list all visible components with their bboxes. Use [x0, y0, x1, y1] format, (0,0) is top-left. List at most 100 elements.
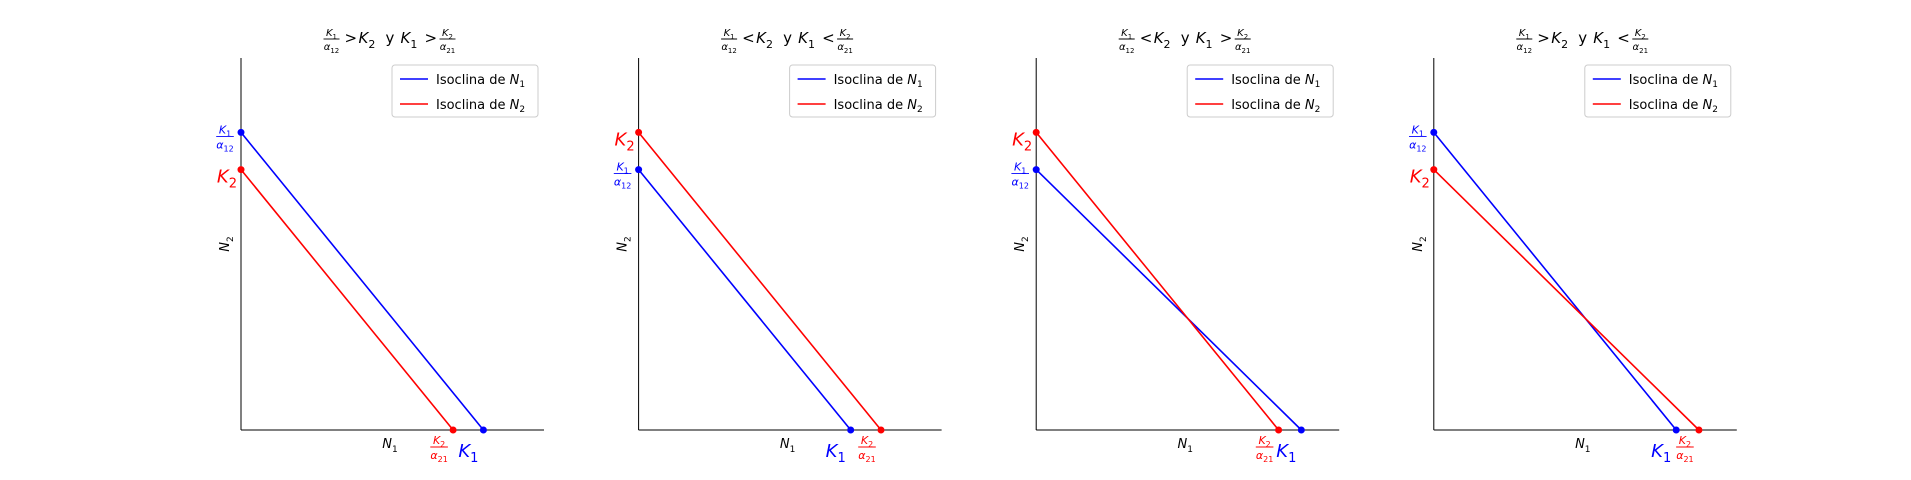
y-annotation-1-numerator-sub: 1 — [1419, 129, 1424, 138]
title-symbol-1-base: K — [359, 29, 370, 47]
x-annotation-2-sub: 1 — [470, 451, 478, 466]
title-fraction-2-denominator: α21 — [1633, 42, 1649, 55]
title-fraction-1-denominator-sub: 12 — [1523, 47, 1532, 55]
y-annotation-2-numerator-base: K — [1014, 161, 1022, 174]
y-annotation-1-sub: 2 — [1024, 139, 1032, 154]
x-axis-label-sub: 1 — [392, 445, 398, 455]
y-annotation-1-base: K — [615, 129, 628, 150]
x-annotation-1-denominator-base: α — [430, 449, 438, 462]
y-annotation-1-denominator: α12 — [1409, 138, 1426, 153]
x-annotation-2-denominator-base: α — [858, 449, 866, 462]
x-annotation-1-numerator: K2 — [1258, 434, 1270, 449]
title-fraction-2-denominator-sub: 21 — [844, 47, 853, 55]
x-annotation-2-denominator-base: α — [1676, 449, 1684, 462]
title-symbol-2-base: K — [798, 29, 809, 47]
x-annotation-2-denominator-sub: 21 — [866, 455, 876, 464]
x-annotation-2-denominator-sub: 21 — [1683, 455, 1693, 464]
title-fraction-1-numerator: K1 — [326, 28, 337, 41]
title-fraction-1-denominator-sub: 12 — [330, 47, 339, 55]
series-1-line — [637, 169, 852, 431]
x-axis-label: N1 — [382, 437, 397, 455]
x-annotation-2-numerator-sub: 2 — [868, 440, 873, 449]
x-annotation-1: K1 — [1651, 441, 1671, 466]
title-fraction-1-numerator-sub: 1 — [1128, 33, 1132, 41]
title-fraction-2-numerator-sub: 2 — [1244, 33, 1248, 41]
title-fraction-1-denominator: α12 — [1517, 42, 1533, 55]
series-2-point-y-intercept — [237, 166, 245, 174]
y-annotation-2-denominator-sub: 12 — [1019, 182, 1029, 191]
title-symbol-2-sub: 1 — [1603, 38, 1610, 51]
legend-box — [391, 64, 539, 118]
x-annotation-2: K1 — [1276, 441, 1296, 466]
title-fraction-1-numerator-sub: 1 — [333, 33, 337, 41]
legend-label-symbol: N — [1702, 73, 1712, 88]
x-annotation-1-numerator-sub: 2 — [1266, 440, 1271, 449]
title-symbol-2: K1 — [1196, 29, 1213, 51]
y-annotation-1-denominator-base: α — [216, 138, 224, 151]
series-2-point-x-intercept — [1275, 426, 1283, 434]
x-axis-label-base: N — [1177, 437, 1187, 452]
title-fraction-1-numerator: K1 — [1121, 28, 1132, 41]
title-operator-2: < — [822, 29, 835, 47]
title-fraction-2-numerator: K2 — [442, 28, 453, 41]
series-2-point-y-intercept — [635, 128, 643, 136]
y-annotation-2-sub: 2 — [229, 177, 237, 192]
title-fraction-1-numerator-base: K — [724, 28, 732, 39]
y-annotation-1-denominator-sub: 12 — [224, 144, 234, 153]
y-axis-label-text: N2 — [1411, 236, 1429, 251]
y-axis-label-text: N2 — [616, 236, 634, 251]
y-axis-label-text-sub: 2 — [226, 236, 236, 242]
series-1-point-y-intercept — [1430, 128, 1438, 136]
legend-label-prefix: Isoclina de — [1629, 98, 1703, 113]
x-annotation-2-numerator: K2 — [1679, 434, 1691, 449]
y-annotation-2: K2 — [217, 167, 237, 192]
y-axis-label-text-base: N — [616, 242, 631, 252]
legend-label-2: Isoclina de N2 — [1629, 98, 1718, 115]
series-2-point-y-intercept — [1032, 128, 1040, 136]
title-fraction-2-numerator-base: K — [442, 28, 450, 39]
title-symbol-2-sub: 1 — [808, 38, 815, 51]
legend-box — [1186, 64, 1334, 118]
x-axis-label-sub: 1 — [1585, 445, 1591, 455]
legend-label-prefix: Isoclina de — [436, 73, 510, 88]
title-fraction-2-numerator-base: K — [1635, 28, 1643, 39]
title-fraction-2-denominator-sub: 21 — [446, 47, 455, 55]
x-annotation-1-denominator: α21 — [430, 449, 447, 464]
y-annotation-2-base: K — [217, 167, 230, 188]
series-1-point-y-intercept — [635, 166, 643, 174]
legend-label-subscript: 2 — [1712, 105, 1718, 115]
x-annotation-2-denominator: α21 — [1676, 449, 1693, 464]
legend-label-subscript: 1 — [519, 80, 525, 90]
y-annotation-2: K2 — [1410, 167, 1430, 192]
y-axis-label-text-base: N — [1013, 242, 1028, 252]
y-annotation-2-denominator: α12 — [614, 176, 631, 191]
legend-label-1: Isoclina de N1 — [834, 73, 923, 90]
series-2 — [635, 128, 885, 434]
title-symbol-2-base: K — [1593, 29, 1604, 47]
y-annotation-1-sub: 2 — [626, 139, 634, 154]
x-annotation-1-sub: 1 — [1663, 451, 1671, 466]
title-fraction-1-denominator-sub: 12 — [728, 47, 737, 55]
y-annotation-1-numerator: K1 — [219, 123, 231, 138]
title-fraction-2-numerator-sub: 2 — [449, 33, 453, 41]
series-2-line — [1035, 131, 1280, 431]
legend-label-1: Isoclina de N1 — [436, 73, 525, 90]
y-axis-label: N2 — [1411, 236, 1429, 251]
series-2 — [1430, 166, 1703, 434]
title-fraction-1-denominator-sub: 12 — [1126, 47, 1135, 55]
y-axis-label-text-base: N — [218, 242, 233, 252]
title-symbol-2-sub: 1 — [1206, 38, 1213, 51]
y-axis-label: N2 — [218, 236, 236, 251]
title-fraction-2-numerator: K2 — [1237, 28, 1248, 41]
